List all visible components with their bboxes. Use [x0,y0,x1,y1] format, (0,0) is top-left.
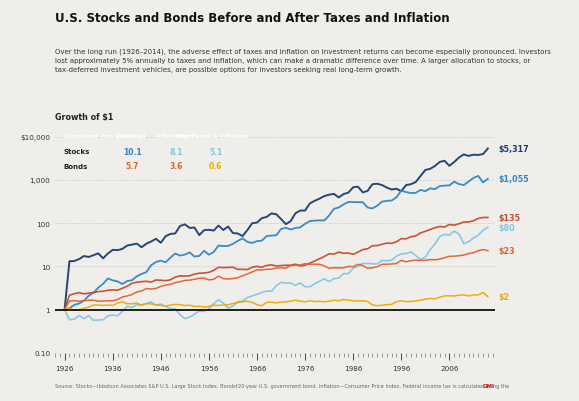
Text: $135: $135 [499,213,521,223]
Text: GMI: GMI [483,383,495,388]
Text: $5,317: $5,317 [499,145,529,154]
Text: $23: $23 [499,247,515,255]
Text: Over the long run (1926–2014), the adverse effect of taxes and inflation on inve: Over the long run (1926–2014), the adver… [55,49,551,73]
Text: U.S. Stocks and Bonds Before and After Taxes and Inflation: U.S. Stocks and Bonds Before and After T… [55,12,450,25]
Text: Source: Stocks—Ibbotson Associates S&P U.S. Large Stock Index. Bonds†20-year U.S: Source: Stocks—Ibbotson Associates S&P U… [55,383,510,388]
Text: $80: $80 [499,223,515,232]
Text: Growth of $1: Growth of $1 [55,113,113,122]
Text: $1,055: $1,055 [499,175,529,184]
Text: $2: $2 [499,292,510,301]
